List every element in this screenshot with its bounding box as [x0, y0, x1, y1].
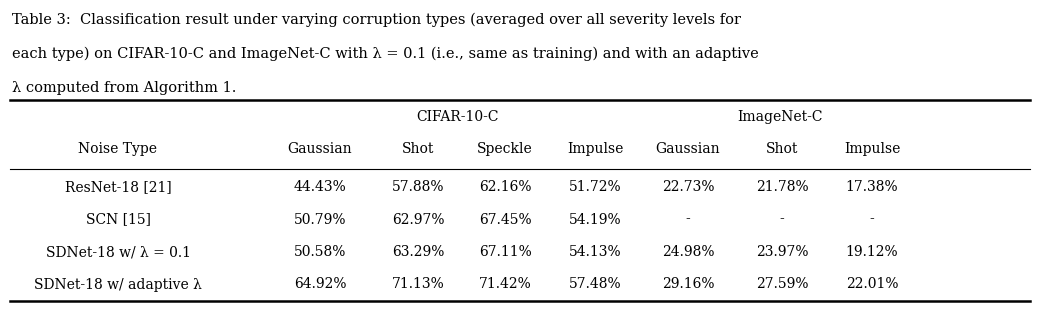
Text: 22.73%: 22.73%	[661, 180, 714, 194]
Text: 64.92%: 64.92%	[294, 277, 346, 291]
Text: 50.79%: 50.79%	[294, 213, 346, 226]
Text: 29.16%: 29.16%	[661, 277, 714, 291]
Text: 57.48%: 57.48%	[568, 277, 622, 291]
Text: 62.16%: 62.16%	[479, 180, 531, 194]
Text: Impulse: Impulse	[566, 142, 623, 156]
Text: -: -	[685, 213, 690, 226]
Text: 71.13%: 71.13%	[391, 277, 444, 291]
Text: 54.19%: 54.19%	[568, 213, 622, 226]
Text: SDNet-18 w/ adaptive λ: SDNet-18 w/ adaptive λ	[34, 277, 202, 291]
Text: 24.98%: 24.98%	[661, 245, 714, 260]
Text: 62.97%: 62.97%	[392, 213, 444, 226]
Text: λ computed from Algorithm 1.: λ computed from Algorithm 1.	[13, 81, 237, 95]
Text: 44.43%: 44.43%	[294, 180, 346, 194]
Text: Noise Type: Noise Type	[78, 142, 157, 156]
Text: Gaussian: Gaussian	[288, 142, 353, 156]
Text: 51.72%: 51.72%	[568, 180, 622, 194]
Text: Impulse: Impulse	[844, 142, 900, 156]
Text: SDNet-18 w/ λ = 0.1: SDNet-18 w/ λ = 0.1	[46, 245, 191, 260]
Text: 19.12%: 19.12%	[846, 245, 898, 260]
Text: CIFAR-10-C: CIFAR-10-C	[416, 110, 499, 124]
Text: Shot: Shot	[766, 142, 798, 156]
Text: 21.78%: 21.78%	[756, 180, 808, 194]
Text: ResNet-18 [21]: ResNet-18 [21]	[65, 180, 171, 194]
Text: Gaussian: Gaussian	[656, 142, 721, 156]
Text: Table 3:  Classification result under varying corruption types (averaged over al: Table 3: Classification result under var…	[13, 13, 741, 28]
Text: 57.88%: 57.88%	[392, 180, 444, 194]
Text: 67.11%: 67.11%	[479, 245, 531, 260]
Text: Shot: Shot	[402, 142, 434, 156]
Text: 22.01%: 22.01%	[846, 277, 898, 291]
Text: ImageNet-C: ImageNet-C	[737, 110, 823, 124]
Text: 50.58%: 50.58%	[294, 245, 346, 260]
Text: 23.97%: 23.97%	[756, 245, 808, 260]
Text: 71.42%: 71.42%	[479, 277, 531, 291]
Text: SCN [15]: SCN [15]	[86, 213, 150, 226]
Text: 27.59%: 27.59%	[756, 277, 808, 291]
Text: 54.13%: 54.13%	[568, 245, 622, 260]
Text: 67.45%: 67.45%	[479, 213, 531, 226]
Text: Speckle: Speckle	[477, 142, 533, 156]
Text: 63.29%: 63.29%	[392, 245, 444, 260]
Text: -: -	[870, 213, 874, 226]
Text: -: -	[779, 213, 784, 226]
Text: each type) on CIFAR-10-C and ImageNet-C with λ = 0.1 (i.e., same as training) an: each type) on CIFAR-10-C and ImageNet-C …	[13, 47, 758, 61]
Text: 17.38%: 17.38%	[846, 180, 898, 194]
